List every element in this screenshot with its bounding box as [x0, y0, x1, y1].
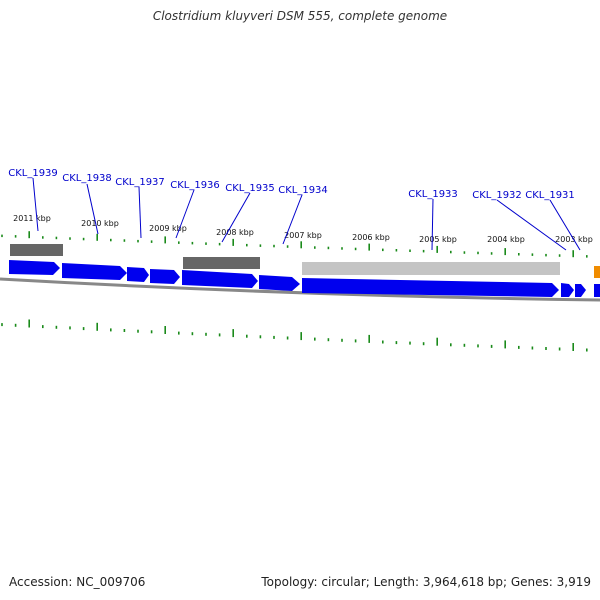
scale-label: 2008 kbp	[216, 228, 254, 237]
gene-arrow[interactable]	[62, 263, 127, 280]
gene-callout-line	[496, 199, 567, 251]
genome-summary-text: Topology: circular; Length: 3,964,618 bp…	[261, 575, 591, 589]
gene-arrow[interactable]	[127, 267, 149, 282]
gene-arrow[interactable]	[594, 284, 600, 297]
scale-label: 2005 kbp	[419, 235, 457, 244]
genome-backbone	[0, 277, 600, 302]
gene-callout-line	[282, 194, 303, 245]
gene-label[interactable]: CKL_1934	[278, 185, 328, 196]
gene-label[interactable]: CKL_1936	[170, 180, 220, 191]
gene-arrow[interactable]	[561, 283, 574, 297]
gene-label[interactable]: CKL_1931	[525, 190, 575, 201]
gene-arrow[interactable]	[302, 278, 559, 297]
scale-label: 2010 kbp	[81, 219, 119, 228]
gene-arrow[interactable]	[150, 269, 180, 284]
gene-callout-line	[431, 198, 434, 251]
feature-bar[interactable]	[302, 262, 560, 275]
gene-callout-line	[32, 177, 39, 232]
scale-label: 2009 kbp	[149, 224, 187, 233]
gene-label[interactable]: CKL_1935	[225, 183, 275, 194]
gene-label[interactable]: CKL_1937	[115, 177, 165, 188]
gene-callout-line	[138, 186, 142, 239]
scale-label: 2006 kbp	[352, 233, 390, 242]
tick-row-bottom	[1, 319, 588, 352]
gene-callout-line	[221, 192, 251, 243]
gene-arrow[interactable]	[182, 270, 258, 288]
gene-callout-line	[175, 189, 195, 239]
scale-label: 2007 kbp	[284, 231, 322, 240]
scale-label: 2004 kbp	[487, 235, 525, 244]
gene-label[interactable]: CKL_1938	[62, 173, 112, 184]
feature-bar[interactable]	[183, 257, 260, 269]
feature-bar[interactable]	[10, 244, 63, 256]
gene-arrow[interactable]	[575, 284, 586, 297]
gene-callout-line	[549, 199, 581, 251]
genome-title: Clostridium kluyveri DSM 555, complete g…	[152, 9, 448, 23]
feature-bar-orange[interactable]	[594, 266, 600, 278]
tick-row-top	[1, 231, 588, 258]
gene-label[interactable]: CKL_1932	[472, 190, 522, 201]
gene-arrow[interactable]	[259, 275, 300, 291]
gene-callout-line	[86, 183, 99, 235]
gene-arrow[interactable]	[9, 260, 60, 275]
scale-label: 2011 kbp	[13, 214, 51, 223]
accession-text: Accession: NC_009706	[9, 575, 146, 589]
gene-label[interactable]: CKL_1939	[8, 168, 58, 179]
gene-label[interactable]: CKL_1933	[408, 189, 458, 200]
